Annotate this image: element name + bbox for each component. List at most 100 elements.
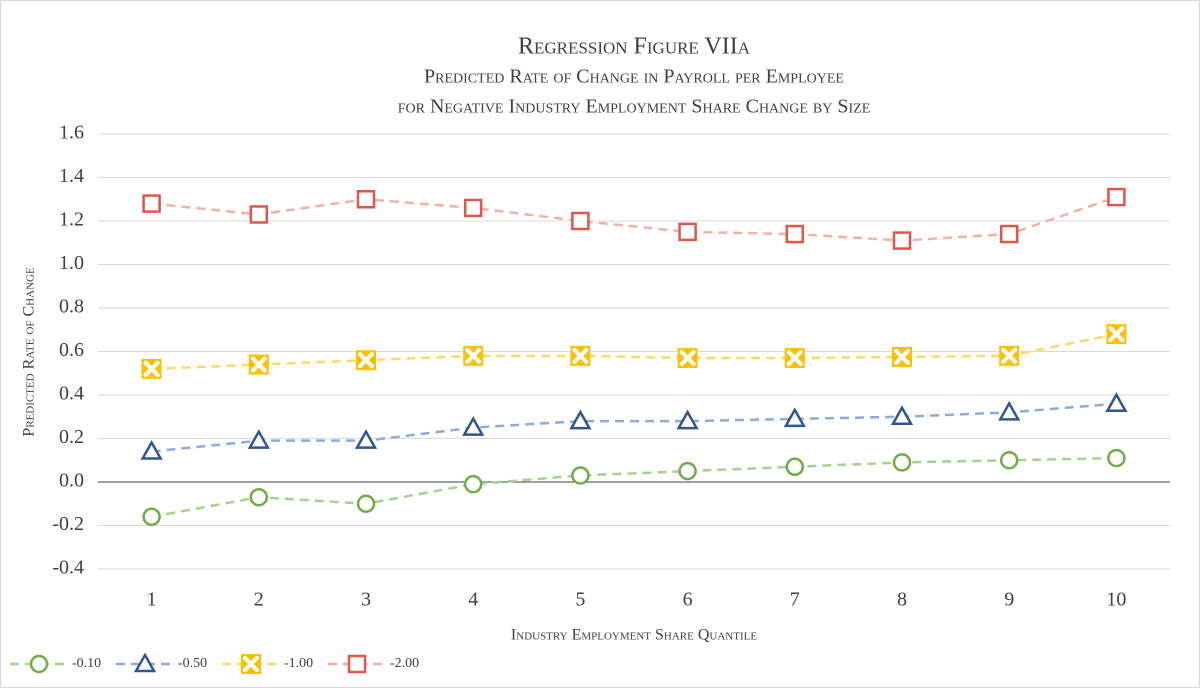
marker-shape [356,190,376,209]
marker [999,224,1019,244]
x-tick-label: 2 [254,589,264,611]
marker [141,358,162,379]
series-line [151,402,1117,453]
legend-label: -0.50 [178,656,207,671]
marker-shape [249,487,269,507]
marker [1106,324,1127,345]
legend-label: -1.00 [284,656,313,671]
marker [1105,392,1128,412]
marker-shape [678,461,697,481]
marker-shape [133,652,157,673]
marker [133,652,157,673]
legend-label: -0.10 [72,656,101,671]
marker [29,654,49,674]
marker-cross [250,356,267,373]
marker [892,231,912,250]
marker [140,440,163,460]
y-tick-label: -0.4 [52,557,84,579]
marker-cross [143,360,160,377]
marker [1107,187,1126,207]
marker [569,409,592,430]
marker [356,494,376,513]
y-tick-label: 1.6 [59,122,84,144]
marker [462,416,485,436]
marker-shape [249,205,269,224]
y-tick-label: 0.8 [59,296,84,318]
marker-cross [894,348,910,365]
y-tick-label: -0.2 [52,513,84,535]
marker-shape [142,507,161,527]
chart-subtitle: Predicted Rate of Change in Payroll per … [424,66,844,88]
marker-shape [998,400,1021,421]
marker-shape [347,654,367,674]
y-tick-label: 0.6 [59,339,84,361]
marker-shape [354,429,378,449]
chart-subtitle: for Negative Industry Employment Share C… [398,96,871,118]
marker-shape [678,222,697,242]
marker [784,348,805,369]
x-tick-label: 8 [897,589,907,611]
series-line [151,195,1117,242]
legend-label: -2.00 [390,656,419,671]
marker [463,345,484,366]
marker [677,348,698,369]
marker-shape [892,231,912,250]
marker [678,461,697,481]
marker [571,211,590,231]
marker [249,487,269,507]
marker-shape [892,453,912,472]
marker [463,198,483,218]
y-tick-label: 1.4 [59,165,84,187]
y-axis-label: Predicted Rate of Change [21,267,38,437]
x-tick-label: 1 [147,589,157,611]
marker-shape [247,429,270,449]
marker [890,405,914,425]
marker-shape [785,457,805,477]
y-tick-label: 0.0 [59,470,84,492]
marker-shape [29,654,49,674]
marker [678,222,697,242]
marker-shape [463,198,483,218]
marker [783,407,806,428]
x-tick-label: 3 [361,589,371,611]
marker [892,346,912,367]
marker [247,429,270,449]
marker [463,474,483,494]
x-tick-label: 6 [683,589,693,611]
marker [241,654,261,674]
marker-shape [571,466,590,485]
marker [249,205,269,224]
x-tick-label: 5 [575,589,585,611]
marker [785,224,805,244]
marker-cross [358,352,374,369]
marker-shape [571,211,590,231]
marker [142,507,161,527]
y-tick-label: 0.4 [59,383,84,405]
marker [999,345,1020,366]
x-tick-label: 9 [1004,589,1014,611]
marker [999,451,1019,470]
marker-cross [679,350,696,367]
marker-cross [1108,326,1125,343]
marker-cross [572,347,589,364]
marker-shape [676,409,699,430]
marker-cross [786,350,803,367]
series-line [151,332,1117,371]
marker-shape [890,405,914,425]
y-tick-label: 1.0 [59,252,84,274]
marker-shape [142,194,161,213]
marker [892,453,912,472]
marker-shape [1107,187,1126,207]
marker [785,457,805,477]
marker-shape [1107,448,1126,468]
marker-cross [1001,347,1018,364]
marker [347,654,367,674]
x-axis-label: Industry Employment Share Quantile [511,627,757,644]
marker [248,354,269,375]
marker [570,345,591,366]
marker [676,409,699,430]
marker-shape [1105,392,1128,412]
x-tick-label: 10 [1106,589,1126,611]
